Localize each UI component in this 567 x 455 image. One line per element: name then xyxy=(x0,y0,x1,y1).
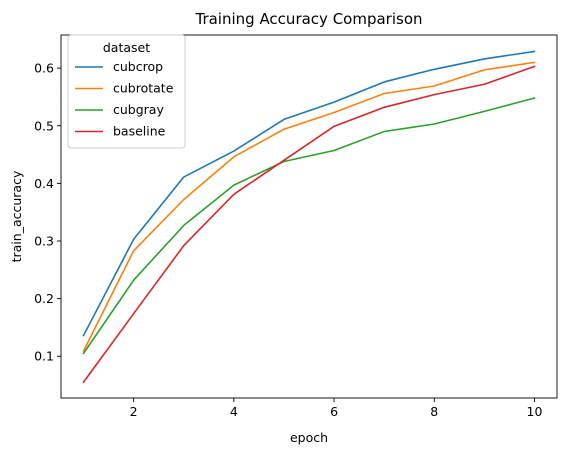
y-tick-label: 0.3 xyxy=(34,233,54,248)
legend-label-cubgray: cubgray xyxy=(113,102,164,117)
chart-title: Training Accuracy Comparison xyxy=(194,10,422,28)
y-tick-label: 0.6 xyxy=(34,61,54,76)
legend-items: cubcrop cubrotate cubgray baseline xyxy=(75,59,174,139)
y-tick-label: 0.4 xyxy=(34,176,54,191)
ticks-layer: 2 4 6 8 10 0.1 0.2 0.3 0.4 0.5 0.6 xyxy=(34,61,542,419)
legend-box xyxy=(67,34,186,149)
plot-frame xyxy=(60,34,558,399)
series-line-cubrotate xyxy=(82,61,536,353)
series-line-baseline xyxy=(82,65,536,384)
series-layer xyxy=(82,50,536,384)
x-tick-label: 8 xyxy=(430,404,438,419)
x-tick-label: 6 xyxy=(330,404,338,419)
x-tick-label: 4 xyxy=(230,404,238,419)
x-tick-label: 2 xyxy=(130,404,138,419)
x-tick-label: 10 xyxy=(527,404,543,419)
y-axis-label: train_accuracy xyxy=(9,170,24,262)
y-tick-label: 0.5 xyxy=(34,118,54,133)
legend-label-baseline: baseline xyxy=(113,124,166,139)
legend-label-cubrotate: cubrotate xyxy=(113,81,174,96)
legend: dataset cubcrop cubrotate cubgray baseline xyxy=(67,34,186,149)
x-axis-label: epoch xyxy=(290,430,328,445)
legend-title: dataset xyxy=(103,40,150,55)
y-tick-label: 0.2 xyxy=(34,291,54,306)
series-line-cubcrop xyxy=(82,50,536,337)
series-line-cubgray xyxy=(82,97,536,355)
legend-label-cubcrop: cubcrop xyxy=(113,59,163,74)
y-tick-label: 0.1 xyxy=(34,349,54,364)
